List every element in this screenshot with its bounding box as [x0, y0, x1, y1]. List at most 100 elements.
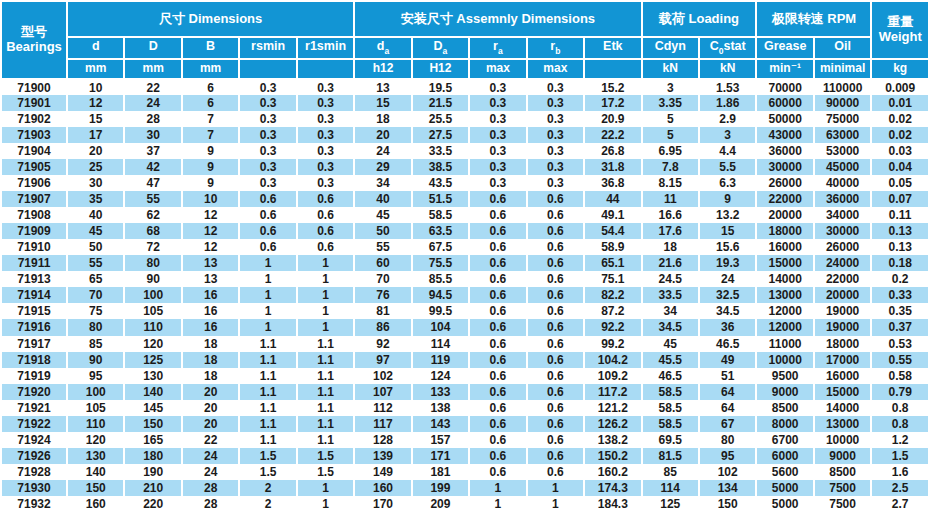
cell-C0stat: 9 — [699, 191, 756, 207]
table-row: 71911558013116075.50.60.665.121.619.3150… — [1, 255, 929, 271]
cell-D: 90 — [124, 271, 181, 287]
header-weight-cn: 重量 — [872, 15, 928, 30]
cell-Cdyn: 81.5 — [642, 448, 699, 464]
cell-Cdyn: 7.8 — [642, 159, 699, 175]
cell-rb: 0.3 — [527, 111, 584, 127]
cell-D: 165 — [124, 432, 181, 448]
cell-rsmin: 0.6 — [239, 191, 296, 207]
cell-Etk: 117.2 — [584, 384, 641, 400]
cell-da: 160 — [354, 480, 411, 496]
cell-grease: 8500 — [756, 400, 813, 416]
cell-weight: 0.13 — [871, 223, 929, 239]
cell-C0stat: 32.5 — [699, 287, 756, 303]
cell-Cdyn: 34.5 — [642, 319, 699, 335]
cell-d: 130 — [67, 448, 124, 464]
cell-r1smin: 1 — [297, 255, 354, 271]
cell-B: 6 — [182, 79, 239, 95]
cell-Etk: 174.3 — [584, 480, 641, 496]
cell-r1smin: 1.1 — [297, 384, 354, 400]
cell-r1smin: 0.3 — [297, 143, 354, 159]
cell-ra: 0.6 — [469, 368, 526, 384]
cell-r1smin: 0.3 — [297, 95, 354, 111]
cell-weight: 0.18 — [871, 255, 929, 271]
cell-d: 160 — [67, 496, 124, 512]
colhead-Cdyn: Cdyn — [642, 37, 699, 59]
bearing-model-cell: 71920 — [1, 384, 67, 400]
cell-Etk: 58.9 — [584, 239, 641, 255]
bearing-model-cell: 71909 — [1, 223, 67, 239]
cell-C0stat: 24 — [699, 271, 756, 287]
cell-rsmin: 0.3 — [239, 143, 296, 159]
cell-Da: 199 — [412, 480, 469, 496]
cell-grease: 5000 — [756, 496, 813, 512]
cell-rb: 0.6 — [527, 319, 584, 335]
cell-B: 24 — [182, 448, 239, 464]
cell-grease: 43000 — [756, 127, 813, 143]
cell-weight: 0.35 — [871, 303, 929, 319]
cell-Cdyn: 46.5 — [642, 368, 699, 384]
cell-D: 100 — [124, 287, 181, 303]
cell-C0stat: 49 — [699, 352, 756, 368]
cell-oil: 19000 — [814, 303, 871, 319]
bearing-model-cell: 71919 — [1, 368, 67, 384]
cell-Da: 209 — [412, 496, 469, 512]
cell-rsmin: 1 — [239, 303, 296, 319]
cell-B: 9 — [182, 159, 239, 175]
table-row: 719157510516118199.50.60.687.23434.51200… — [1, 303, 929, 319]
cell-ra: 0.6 — [469, 255, 526, 271]
cell-rb: 0.6 — [527, 432, 584, 448]
cell-oil: 22000 — [814, 271, 871, 287]
cell-Etk: 20.9 — [584, 111, 641, 127]
cell-D: 190 — [124, 464, 181, 480]
cell-rsmin: 1.1 — [239, 416, 296, 432]
cell-grease: 6700 — [756, 432, 813, 448]
cell-ra: 0.3 — [469, 95, 526, 111]
cell-B: 7 — [182, 111, 239, 127]
cell-Etk: 31.8 — [584, 159, 641, 175]
cell-Cdyn: 5 — [642, 127, 699, 143]
cell-B: 9 — [182, 143, 239, 159]
cell-r1smin: 0.3 — [297, 159, 354, 175]
cell-C0stat: 15 — [699, 223, 756, 239]
cell-r1smin: 1.1 — [297, 400, 354, 416]
cell-Da: 75.5 — [412, 255, 469, 271]
cell-rsmin: 0.3 — [239, 159, 296, 175]
cell-Etk: 99.2 — [584, 336, 641, 352]
cell-Da: 51.5 — [412, 191, 469, 207]
cell-D: 37 — [124, 143, 181, 159]
cell-oil: 26000 — [814, 239, 871, 255]
unit-weight: kg — [871, 59, 929, 79]
cell-Da: 27.5 — [412, 127, 469, 143]
cell-Cdyn: 5 — [642, 111, 699, 127]
cell-D: 28 — [124, 111, 181, 127]
cell-oil: 90000 — [814, 95, 871, 111]
header-group-assembly-dimensions: 安装尺寸 Assemnly Dimensions — [354, 1, 641, 37]
table-header: 型号 Bearings 尺寸 Dimensions 安装尺寸 Assemnly … — [1, 1, 929, 79]
cell-r1smin: 1 — [297, 271, 354, 287]
cell-rsmin: 0.3 — [239, 79, 296, 95]
cell-C0stat: 2.9 — [699, 111, 756, 127]
cell-ra: 0.6 — [469, 400, 526, 416]
cell-r1smin: 1.1 — [297, 416, 354, 432]
table-body: 71900102260.30.31319.50.30.315.231.53700… — [1, 79, 929, 512]
cell-C0stat: 1.53 — [699, 79, 756, 95]
cell-rsmin: 1 — [239, 255, 296, 271]
cell-Cdyn: 125 — [642, 496, 699, 512]
cell-oil: 53000 — [814, 143, 871, 159]
cell-rb: 0.6 — [527, 287, 584, 303]
cell-B: 12 — [182, 223, 239, 239]
cell-ra: 0.3 — [469, 111, 526, 127]
header-group-loading: 载荷 Loading — [642, 1, 757, 37]
cell-ra: 0.6 — [469, 416, 526, 432]
cell-rsmin: 2 — [239, 480, 296, 496]
cell-D: 105 — [124, 303, 181, 319]
cell-r1smin: 1 — [297, 319, 354, 335]
bearing-model-cell: 71907 — [1, 191, 67, 207]
cell-rsmin: 0.3 — [239, 127, 296, 143]
cell-B: 20 — [182, 400, 239, 416]
cell-B: 12 — [182, 239, 239, 255]
cell-oil: 40000 — [814, 175, 871, 191]
cell-da: 170 — [354, 496, 411, 512]
cell-d: 85 — [67, 336, 124, 352]
cell-d: 65 — [67, 271, 124, 287]
